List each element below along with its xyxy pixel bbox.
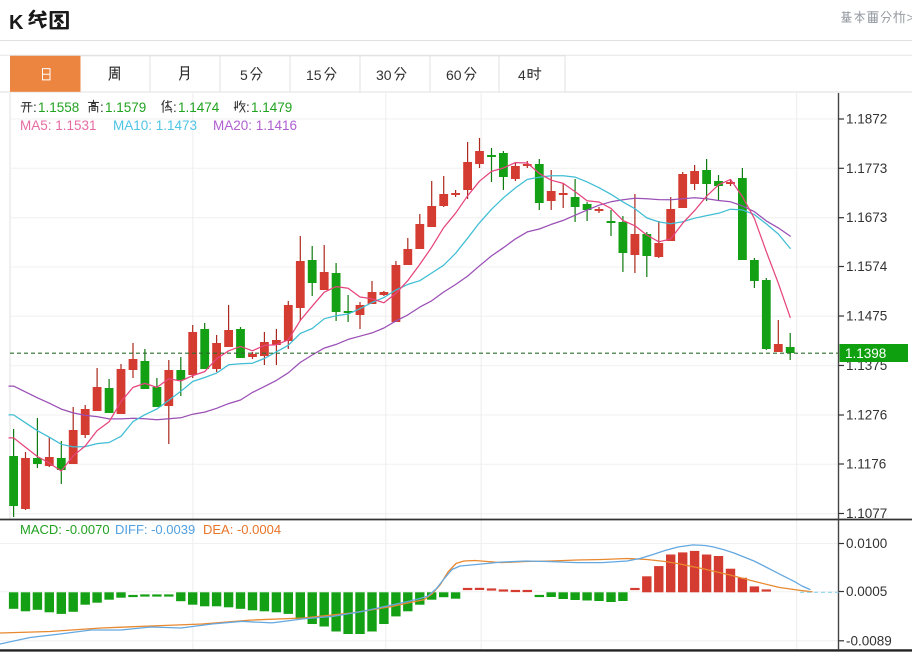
svg-text:1.1077: 1.1077	[846, 506, 887, 521]
svg-text:1.1773: 1.1773	[846, 161, 887, 176]
svg-text::: :	[33, 100, 37, 115]
svg-text:1.1398: 1.1398	[845, 346, 886, 361]
svg-text:DEA: -0.0004: DEA: -0.0004	[203, 522, 281, 537]
svg-text:15: 15	[306, 67, 322, 83]
svg-text:-0.0089: -0.0089	[846, 633, 892, 648]
svg-text:MACD: -0.0070: MACD: -0.0070	[20, 522, 110, 537]
svg-text:0.0005: 0.0005	[846, 584, 887, 599]
svg-text:30: 30	[376, 67, 392, 83]
svg-text:>: >	[907, 10, 912, 25]
svg-text:4: 4	[518, 67, 526, 83]
svg-text:1.1176: 1.1176	[846, 457, 886, 472]
svg-text:1.1474: 1.1474	[178, 100, 220, 115]
svg-text::: :	[173, 100, 177, 115]
svg-text:1.1558: 1.1558	[38, 100, 79, 115]
svg-text:1.1479: 1.1479	[251, 100, 292, 115]
svg-text:K: K	[9, 12, 24, 34]
svg-text:DIFF: -0.0039: DIFF: -0.0039	[115, 522, 195, 537]
svg-text:MA10: 1.1473: MA10: 1.1473	[113, 118, 197, 133]
svg-text:1.1475: 1.1475	[846, 309, 887, 324]
svg-text:1.1579: 1.1579	[105, 100, 146, 115]
svg-text::: :	[246, 100, 250, 115]
svg-text:MA20: 1.1416: MA20: 1.1416	[213, 118, 297, 133]
svg-text::: :	[100, 100, 104, 115]
svg-text:0.0100: 0.0100	[846, 536, 887, 551]
svg-text:1.1574: 1.1574	[846, 259, 888, 274]
svg-text:5: 5	[240, 67, 248, 83]
svg-text:1.1276: 1.1276	[846, 408, 887, 423]
svg-text:1.1872: 1.1872	[846, 112, 887, 127]
svg-text:1.1673: 1.1673	[846, 210, 887, 225]
svg-text:60: 60	[446, 67, 462, 83]
svg-text:MA5: 1.1531: MA5: 1.1531	[20, 118, 97, 133]
